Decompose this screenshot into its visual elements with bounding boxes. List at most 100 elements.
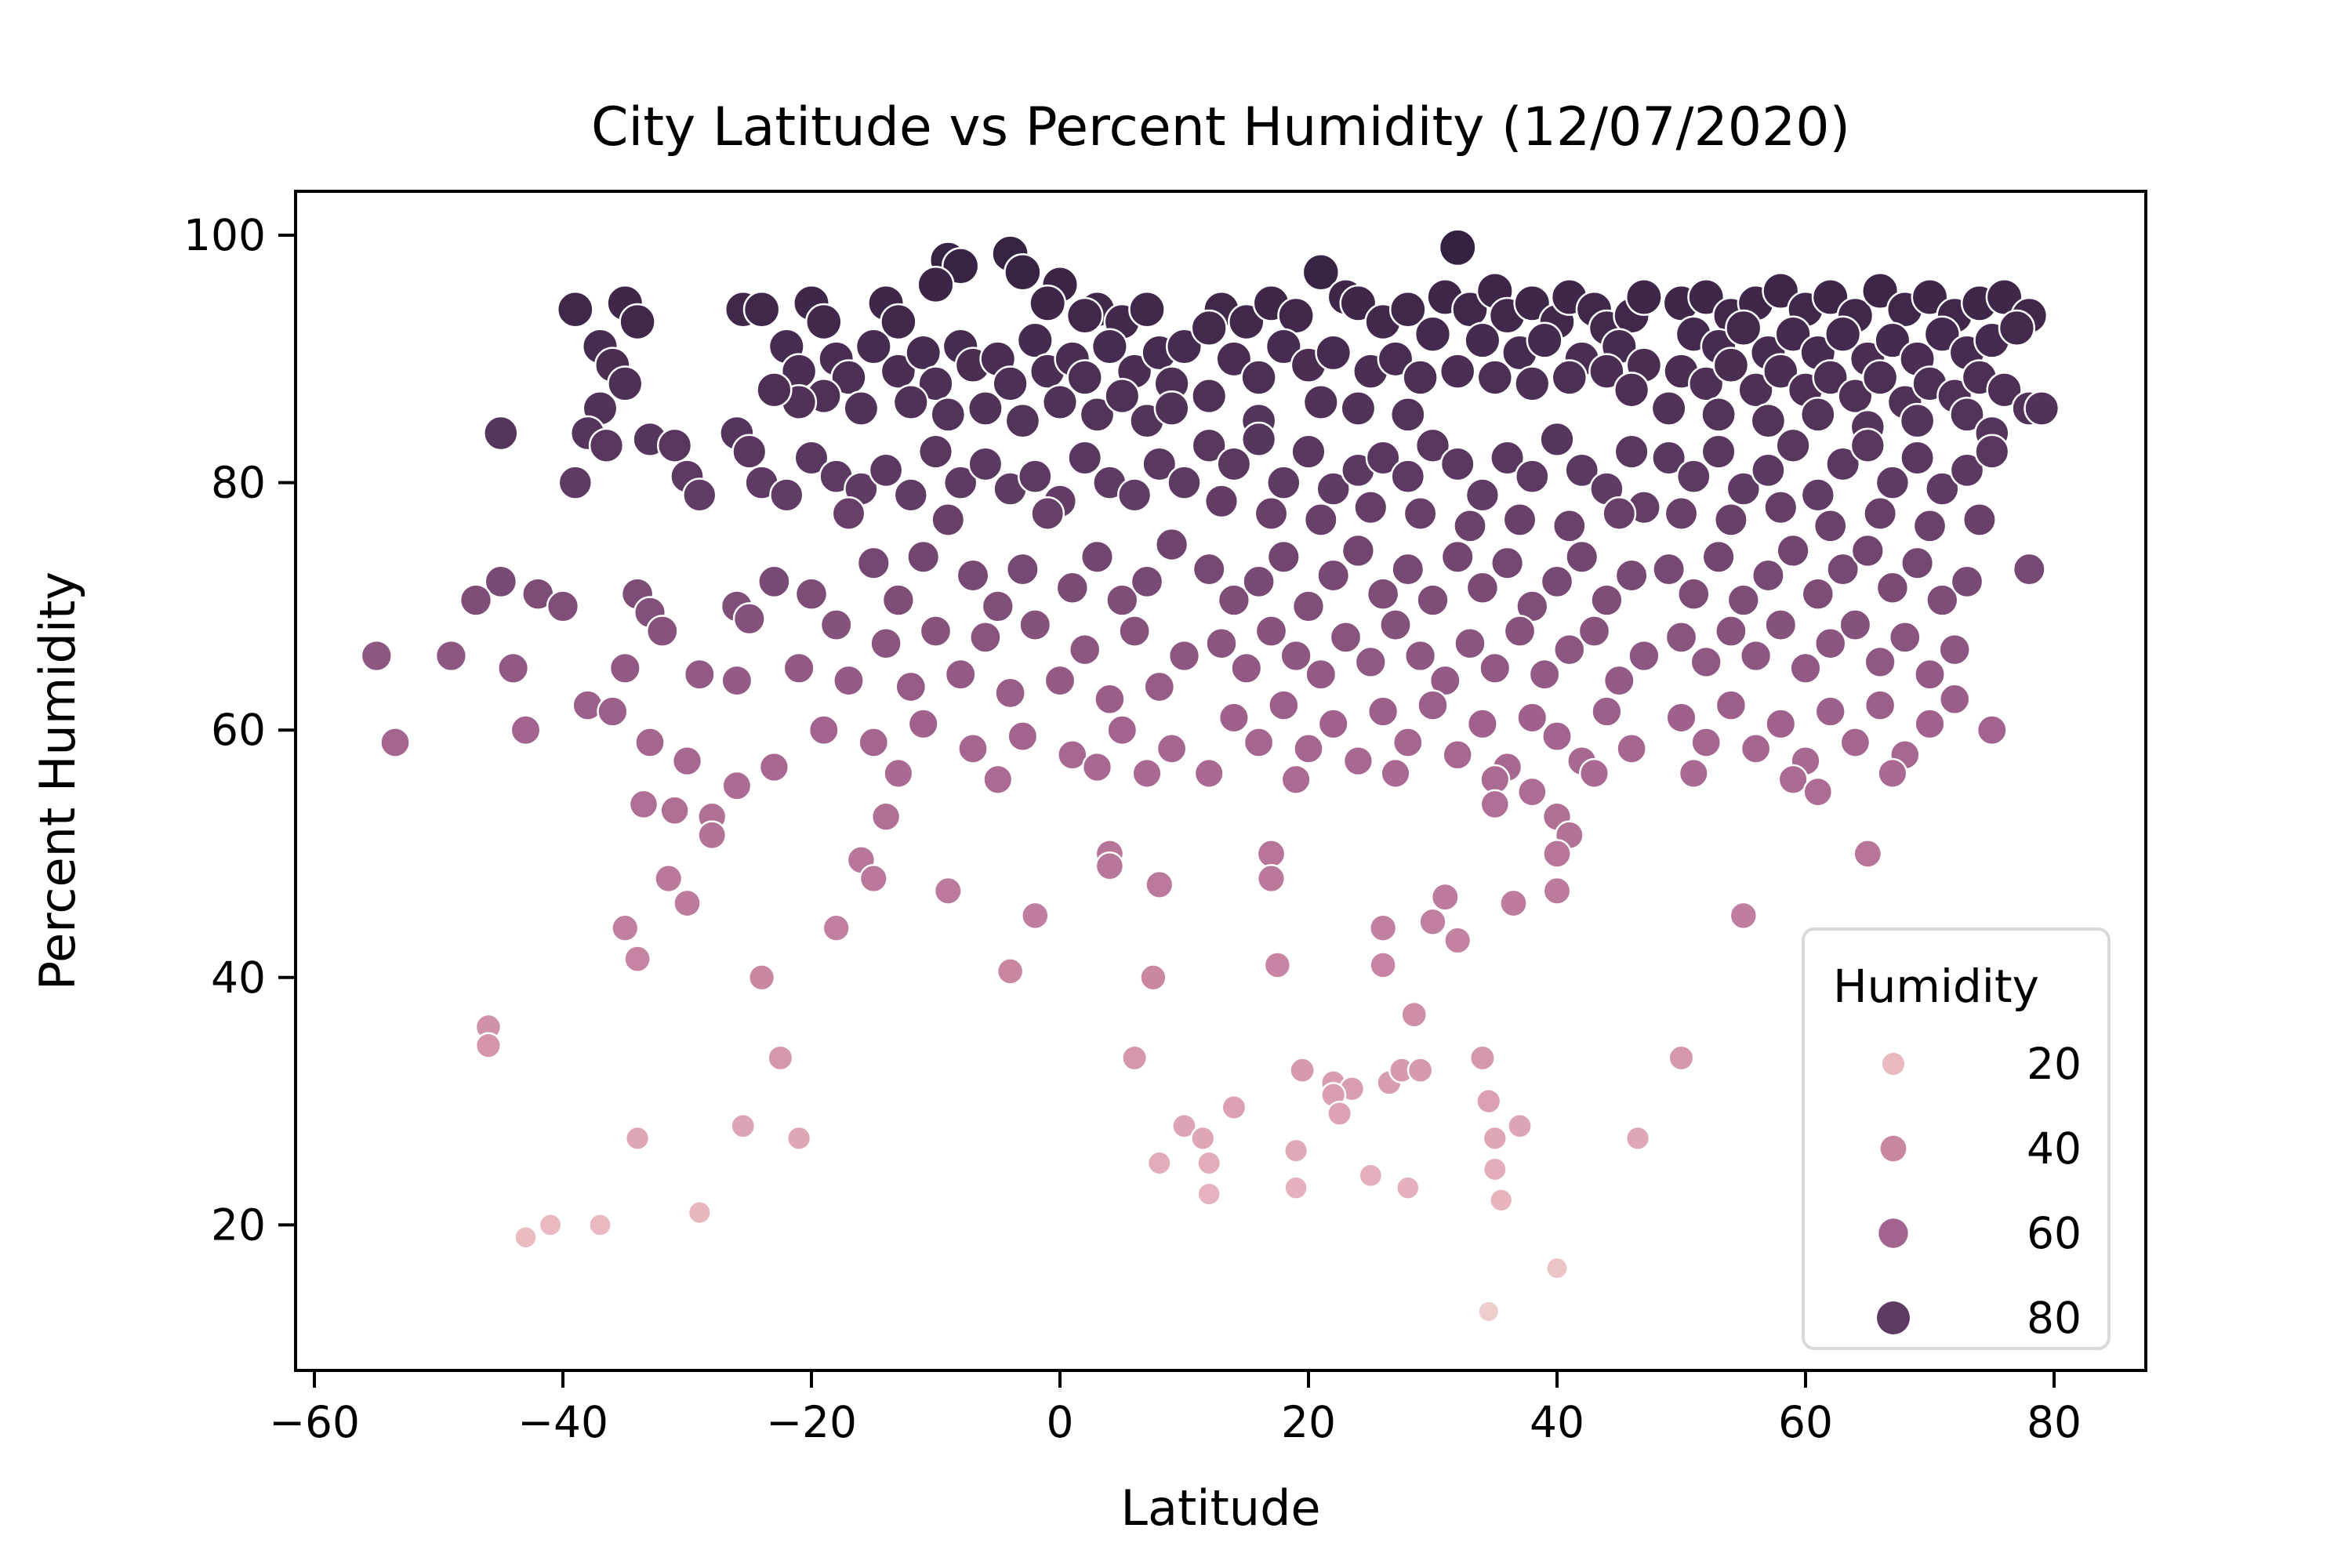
data-point (1690, 645, 1722, 679)
data-point (1142, 446, 1178, 482)
data-point (1414, 315, 1452, 353)
data-point (1390, 459, 1426, 495)
ticks-layer: −60 −40 −20 0 20 40 60 80 20 40 60 80 100 (183, 210, 2082, 1447)
data-point (1614, 558, 1649, 593)
data-point (1976, 714, 2008, 746)
data-point (459, 583, 493, 617)
data-point (1303, 502, 1338, 537)
data-point (1998, 309, 2036, 347)
data-point (1079, 396, 1116, 433)
y-axis-label: Percent Humidity (29, 572, 86, 990)
data-point (484, 564, 518, 599)
data-point (1677, 577, 1711, 611)
data-point (917, 434, 954, 470)
data-point (1616, 733, 1647, 764)
data-point (1165, 328, 1203, 365)
y-tick-label: 20 (211, 1200, 266, 1250)
data-point (1739, 639, 1773, 673)
data-point (1801, 577, 1835, 611)
data-point (1094, 683, 1126, 716)
data-point (1577, 615, 1611, 648)
data-point (697, 820, 728, 851)
data-point (1243, 727, 1275, 758)
data-point (1602, 664, 1635, 697)
data-point (1737, 372, 1774, 408)
data-point (1468, 1044, 1496, 1072)
data-point (1139, 964, 1167, 992)
data-point (1465, 571, 1500, 604)
data-point (1926, 583, 1959, 617)
data-point (1203, 484, 1240, 519)
data-point (769, 477, 804, 513)
data-point (1777, 764, 1809, 795)
data-point (673, 888, 702, 918)
data-point (2012, 552, 2046, 586)
data-point (1240, 359, 1277, 396)
data-point (1613, 434, 1650, 470)
data-point (1516, 702, 1548, 734)
data-point (1131, 757, 1163, 789)
data-point (654, 864, 684, 894)
data-point (1041, 383, 1079, 421)
data-point (1775, 427, 1811, 463)
data-point (1475, 1088, 1502, 1115)
data-point (1196, 1150, 1222, 1176)
data-point (1440, 539, 1475, 574)
data-point (1403, 639, 1437, 673)
data-point (1154, 527, 1189, 562)
data-point (1153, 390, 1190, 426)
data-point (1030, 496, 1065, 531)
data-point (916, 266, 955, 304)
data-point (1740, 733, 1772, 764)
data-point (967, 446, 1004, 482)
data-point (1021, 901, 1050, 931)
data-point (1837, 378, 1874, 415)
x-tick-label: −40 (517, 1397, 608, 1447)
data-point (1266, 465, 1301, 500)
data-point (1392, 727, 1424, 758)
data-point (732, 602, 766, 636)
data-point (1263, 951, 1292, 979)
data-point (1007, 720, 1039, 753)
data-point (628, 789, 659, 820)
data-point (1479, 789, 1511, 820)
data-point (1923, 315, 1961, 353)
data-point (1900, 440, 1936, 476)
data-point (1812, 359, 1849, 396)
x-tick-label: 40 (1530, 1397, 1584, 1447)
data-point (907, 708, 939, 740)
data-point (1490, 546, 1525, 580)
data-point (1268, 689, 1300, 721)
data-point (1479, 652, 1512, 684)
data-point (1729, 901, 1759, 931)
data-point (731, 434, 768, 470)
data-point (1354, 645, 1387, 679)
data-point (1678, 757, 1709, 789)
data-point (1762, 353, 1799, 390)
data-point (1291, 590, 1326, 623)
data-point (1528, 658, 1561, 691)
data-point (1218, 702, 1250, 734)
legend-box (1802, 927, 2111, 1350)
x-tick-label: −60 (269, 1397, 360, 1447)
data-point (1118, 615, 1151, 648)
data-point (747, 964, 776, 992)
legend-label-40: 40 (2027, 1123, 2082, 1174)
data-point (805, 303, 843, 341)
data-point (1414, 427, 1451, 463)
data-point (1628, 639, 1661, 673)
data-point (1191, 378, 1228, 415)
legend-label-20: 20 (2027, 1039, 2082, 1089)
data-point (1017, 459, 1053, 495)
data-point (782, 652, 815, 684)
data-point (942, 465, 978, 500)
data-point (1542, 876, 1572, 906)
data-point (1167, 465, 1202, 500)
data-point (957, 733, 989, 764)
data-point (2024, 390, 2060, 426)
data-point (1283, 1138, 1309, 1163)
data-point (1196, 1181, 1221, 1207)
data-point (1453, 508, 1487, 543)
data-point (757, 564, 791, 599)
data-point (1443, 926, 1472, 955)
